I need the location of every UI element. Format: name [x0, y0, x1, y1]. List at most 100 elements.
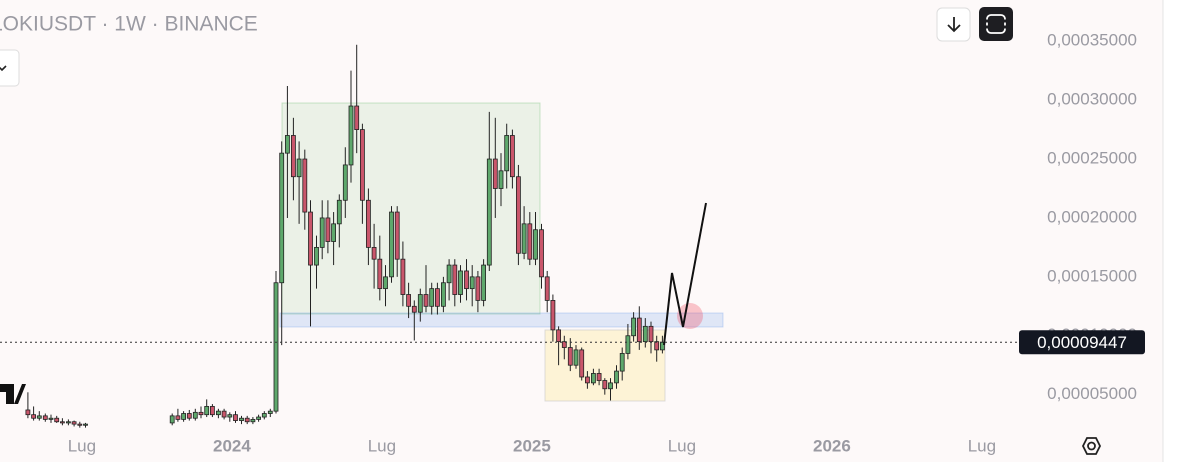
x-tick-label: 2024	[213, 436, 251, 455]
candle-body	[336, 199, 342, 225]
logo	[0, 384, 26, 404]
candle-body	[429, 288, 435, 307]
x-tick-label: Lug	[968, 436, 996, 455]
candle-body	[614, 370, 619, 384]
candle-body	[434, 288, 440, 307]
candle-body	[411, 305, 417, 313]
candle-body	[567, 347, 573, 366]
plot-area	[25, 44, 665, 428]
candle-body	[486, 158, 492, 266]
candle-body	[25, 409, 31, 416]
x-tick-label: Lug	[68, 436, 96, 455]
candle-body	[314, 246, 319, 266]
candle-body	[417, 294, 423, 313]
candle-body	[181, 413, 187, 420]
candle-body	[389, 211, 394, 278]
candle-body	[377, 258, 383, 290]
candle-body	[504, 135, 510, 172]
candle-body	[284, 135, 290, 154]
candle-body	[579, 349, 585, 378]
candle-body	[475, 276, 481, 301]
y-tick-label: 0,00005000	[1047, 384, 1137, 403]
candle-body	[60, 421, 65, 424]
y-tick-label: 0,00020000	[1047, 207, 1137, 226]
candle-body	[521, 223, 527, 254]
y-tick-label: 0,00035000	[1047, 31, 1137, 50]
candle-body	[221, 410, 227, 418]
candle-body	[550, 300, 556, 331]
support-zone	[279, 312, 724, 328]
candle-body	[365, 199, 371, 248]
candle-body	[77, 423, 83, 426]
candle-body	[239, 417, 244, 421]
candle-body	[42, 415, 48, 420]
candle-body	[452, 264, 458, 295]
candle-body	[533, 229, 538, 260]
range-zone	[281, 102, 541, 315]
candle-body	[596, 373, 602, 381]
candle-body	[591, 373, 596, 384]
candle-body	[209, 406, 215, 416]
chart-title: LOKIUSDT · 1W · BINANCE	[0, 13, 258, 36]
x-tick-label: Lug	[368, 436, 396, 455]
candle-body	[458, 270, 463, 295]
candle-body	[619, 353, 625, 372]
candle-body	[556, 329, 561, 343]
candle-body	[83, 423, 88, 426]
candle-body	[250, 418, 256, 423]
candle-body	[54, 417, 60, 423]
candle-body	[31, 414, 37, 419]
x-tick-label: 2025	[513, 436, 551, 455]
candle-body	[498, 170, 504, 189]
candle-body	[642, 325, 648, 343]
candle-body	[279, 152, 285, 284]
candle-body	[625, 335, 631, 354]
candle-body	[608, 382, 613, 390]
candle-body	[308, 211, 313, 266]
candle-body	[516, 176, 521, 254]
y-tick-label: 0,00030000	[1047, 90, 1137, 109]
candle-body	[325, 217, 331, 242]
projection-path	[663, 202, 707, 346]
candle-body	[464, 270, 469, 290]
candle-body	[296, 158, 302, 178]
candle-body	[244, 417, 250, 423]
y-tick-label: 0,00025000	[1047, 149, 1137, 168]
candle-body	[71, 421, 77, 425]
candle-body	[544, 276, 550, 301]
candle-body	[290, 135, 296, 178]
x-tick-label: Lug	[668, 436, 696, 455]
candle-body	[273, 282, 279, 412]
candle-body	[48, 417, 54, 420]
candle-body	[509, 135, 515, 178]
fullscreen-button[interactable]	[979, 7, 1013, 41]
candle-body	[423, 294, 429, 307]
candle-body	[233, 414, 238, 421]
candle-body	[371, 246, 377, 260]
candle-body	[331, 223, 337, 242]
candle-body	[261, 413, 267, 418]
download-button[interactable]	[936, 7, 971, 42]
candle-body	[66, 421, 71, 424]
candle-body	[561, 341, 567, 348]
candle-body	[636, 317, 642, 343]
candle-body	[359, 129, 365, 201]
candle-body	[469, 276, 475, 290]
candle-body	[354, 105, 360, 130]
candle-body	[319, 217, 325, 248]
candle-body	[348, 105, 354, 166]
candle-body	[198, 411, 204, 416]
candle-body	[186, 413, 192, 419]
candle-body	[267, 410, 273, 414]
settings-button[interactable]	[1081, 437, 1102, 455]
last-price-label: 0,00009447	[1037, 333, 1127, 352]
candle-body	[573, 349, 579, 366]
candle-body	[342, 164, 348, 201]
candle-body	[256, 416, 262, 420]
dropdown-button[interactable]	[0, 49, 20, 87]
candle-body	[302, 158, 308, 213]
candle-body	[169, 415, 175, 424]
candle-body	[654, 341, 660, 351]
